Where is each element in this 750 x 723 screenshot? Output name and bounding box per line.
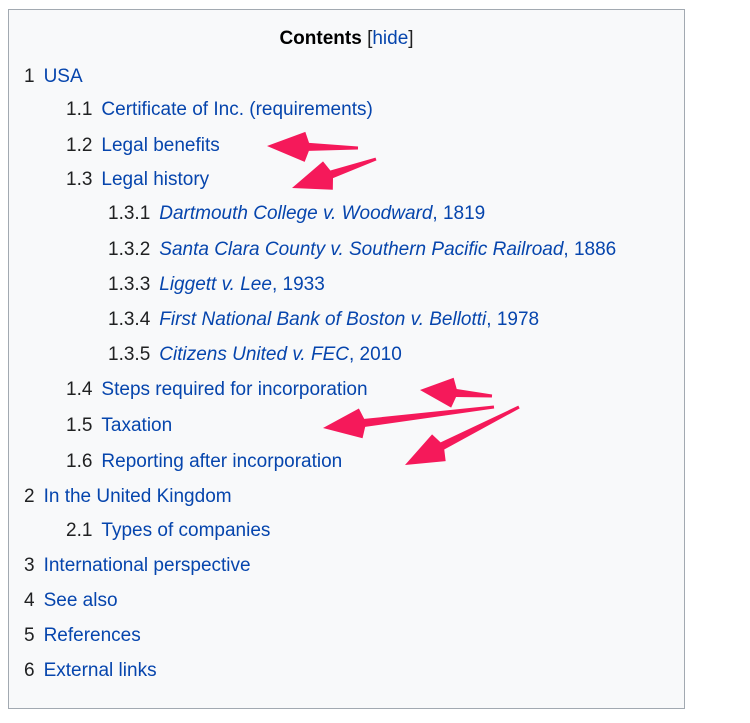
- case-year: , 1886: [563, 239, 617, 260]
- toc-item: 2 In the United Kingdom: [24, 484, 232, 510]
- toc-title: Contents [hide]: [279, 28, 414, 49]
- toc-number: 1.2: [66, 135, 93, 156]
- toc-link[interactable]: See also: [43, 590, 118, 611]
- toc-number: 1.4: [66, 379, 93, 400]
- toc-item: 1.3.1 Dartmouth College v. Woodward, 1819: [108, 201, 485, 227]
- toc-link[interactable]: Santa Clara County v. Southern Pacific R…: [159, 239, 616, 260]
- toc-item: 1.3.3 Liggett v. Lee, 1933: [108, 272, 325, 298]
- toc-link[interactable]: Legal benefits: [101, 135, 220, 156]
- arrow-icon: [267, 131, 359, 162]
- toc-heading: Contents: [279, 28, 362, 49]
- toc-number: 5: [24, 625, 35, 646]
- case-year: , 1978: [486, 309, 540, 330]
- toc-link[interactable]: Types of companies: [101, 520, 271, 541]
- toc-number: 1.5: [66, 415, 93, 436]
- toc-number: 1.3.1: [108, 203, 151, 224]
- arrow-icon: [420, 377, 493, 408]
- toc-number: 1: [24, 66, 35, 87]
- toc-number: 2.1: [66, 520, 93, 541]
- toc-item: 5 References: [24, 623, 141, 649]
- case-year: , 2010: [348, 344, 402, 365]
- toc-item: 4 See also: [24, 588, 118, 614]
- table-of-contents: Contents [hide]: [8, 9, 685, 709]
- toc-link[interactable]: Dartmouth College v. Woodward, 1819: [159, 203, 485, 224]
- toc-number: 2: [24, 486, 35, 507]
- toc-link[interactable]: First National Bank of Boston v. Bellott…: [159, 309, 539, 330]
- toc-item: 1.3.2 Santa Clara County v. Southern Paci…: [108, 237, 616, 263]
- toc-item: 3 International perspective: [24, 553, 251, 579]
- toc-item: 1.3.4 First National Bank of Boston v. Be…: [108, 307, 539, 333]
- toc-link[interactable]: Legal history: [101, 169, 210, 190]
- toc-link[interactable]: International perspective: [43, 555, 251, 576]
- toc-number: 1.3.3: [108, 274, 151, 295]
- case-name: Liggett v. Lee: [159, 274, 272, 295]
- toc-link[interactable]: References: [43, 625, 141, 646]
- toc-link[interactable]: External links: [43, 660, 157, 681]
- arrow-icon: [292, 157, 377, 190]
- arrow-icon: [323, 405, 495, 439]
- toc-number: 1.1: [66, 99, 93, 120]
- toc-item: 1.2 Legal benefits: [66, 133, 220, 159]
- toc-item: 1 USA: [24, 64, 83, 90]
- toc-number: 1.3.5: [108, 344, 151, 365]
- toc-item: 1.6 Reporting after incorporation: [66, 449, 342, 475]
- toc-item: 1.5 Taxation: [66, 413, 172, 439]
- toc-item: 6 External links: [24, 658, 157, 684]
- toc-link[interactable]: Steps required for incorporation: [101, 379, 368, 400]
- case-year: , 1933: [271, 274, 325, 295]
- toc-number: 1.3: [66, 169, 93, 190]
- case-name: Santa Clara County v. Southern Pacific R…: [159, 239, 564, 260]
- toc-link[interactable]: Reporting after incorporation: [101, 451, 343, 472]
- hide-toggle-link[interactable]: hide: [372, 28, 409, 49]
- toc-number: 6: [24, 660, 35, 681]
- toc-link[interactable]: Citizens United v. FEC, 2010: [159, 344, 402, 365]
- case-name: First National Bank of Boston v. Bellott…: [159, 309, 487, 330]
- toc-number: 1.3.2: [108, 239, 151, 260]
- toc-item: 2.1 Types of companies: [66, 518, 270, 544]
- toc-link[interactable]: In the United Kingdom: [43, 486, 232, 507]
- case-name: Citizens United v. FEC: [159, 344, 349, 365]
- toc-item: 1.4 Steps required for incorporation: [66, 377, 368, 403]
- toc-link[interactable]: Liggett v. Lee, 1933: [159, 274, 325, 295]
- toc-number: 1.6: [66, 451, 93, 472]
- toc-link[interactable]: USA: [43, 66, 83, 87]
- toc-link[interactable]: Taxation: [101, 415, 173, 436]
- toc-item: 1.3 Legal history: [66, 167, 209, 193]
- toc-item: 1.3.5 Citizens United v. FEC, 2010: [108, 342, 402, 368]
- toc-number: 1.3.4: [108, 309, 151, 330]
- toc-number: 4: [24, 590, 35, 611]
- toc-item: 1.1 Certificate of Inc. (requirements): [66, 97, 373, 123]
- case-year: , 1819: [432, 203, 486, 224]
- arrow-icon: [405, 405, 520, 465]
- toc-number: 3: [24, 555, 35, 576]
- toc-link[interactable]: Certificate of Inc. (requirements): [101, 99, 373, 120]
- case-name: Dartmouth College v. Woodward: [159, 203, 433, 224]
